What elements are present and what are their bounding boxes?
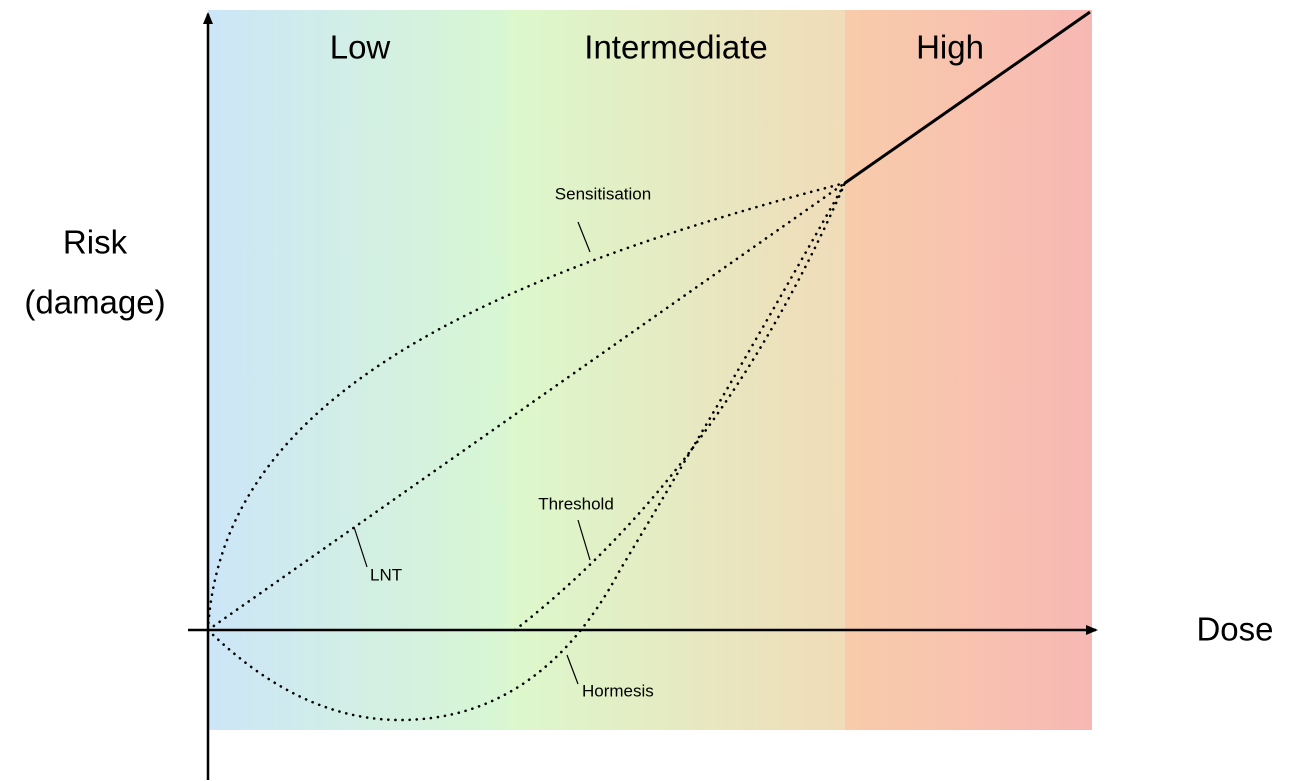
leader-line [353,526,368,568]
curve-label: LNT [370,565,402,584]
region-label: Intermediate [584,29,767,66]
leader-line [577,221,591,253]
x-axis-label: Dose [1196,611,1273,648]
threshold-curve [513,181,847,632]
leader-line [566,654,579,685]
y-axis-label: (damage) [24,284,165,321]
curve-label: Hormesis [582,681,654,700]
low-region [208,10,510,730]
region-label: Low [330,29,391,66]
high-region [845,10,1092,730]
curve-label: Sensitisation [555,184,651,203]
y-axis-label: Risk [63,224,128,261]
hormesis-curve [206,181,847,722]
intermediate-region [510,10,845,730]
region-label: High [916,29,984,66]
curve-label: Threshold [538,494,614,513]
high-dose-line [844,10,1091,185]
leader-line [577,519,591,561]
